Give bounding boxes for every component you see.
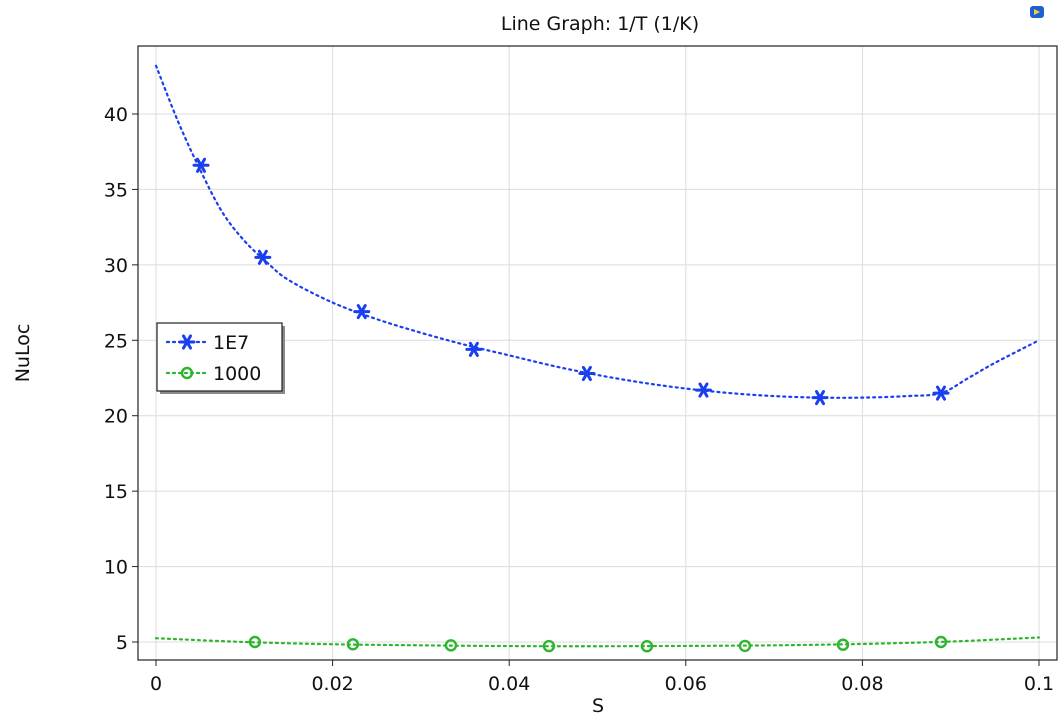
data-point-1000-1 bbox=[346, 638, 360, 651]
y-tick-label-5: 30 bbox=[104, 255, 128, 277]
y-tick-label-0: 5 bbox=[116, 632, 128, 654]
y-tick-label-3: 20 bbox=[104, 406, 128, 428]
y-tick-label-2: 15 bbox=[104, 481, 128, 503]
series-line-1000 bbox=[154, 636, 1041, 648]
series-1E7 bbox=[154, 64, 1041, 406]
data-point-1000-4 bbox=[640, 640, 654, 653]
x-axis-label: S bbox=[592, 695, 604, 717]
x-axis-ticks: 0 0.02 0.04 0.06 0.08 0.1 bbox=[150, 660, 1054, 695]
plot-background bbox=[138, 46, 1057, 660]
icon-glyph bbox=[1034, 9, 1040, 15]
plot-frame bbox=[137, 45, 1058, 661]
x-tick-label-3: 0.06 bbox=[665, 673, 707, 695]
y-tick-label-4: 25 bbox=[104, 330, 128, 352]
x-tick-label-5: 0.1 bbox=[1024, 673, 1054, 695]
legend-marker-1E7 bbox=[178, 334, 196, 350]
grid-lines bbox=[138, 46, 1057, 660]
legend: 1E7 1000 bbox=[156, 322, 285, 394]
y-axis-ticks: 5 10 15 20 25 30 35 40 bbox=[104, 104, 138, 654]
data-point-1000-7 bbox=[934, 635, 948, 649]
comsol-plot-icon[interactable] bbox=[1030, 6, 1044, 18]
data-point-1000-2 bbox=[444, 639, 458, 652]
y-tick-label-6: 35 bbox=[104, 179, 128, 201]
data-point-1E7-2 bbox=[353, 304, 371, 320]
legend-label-1E7: 1E7 bbox=[213, 332, 249, 354]
data-point-1000-5 bbox=[738, 639, 752, 653]
legend-box bbox=[156, 322, 283, 392]
legend-entry-1E7: 1E7 bbox=[165, 332, 249, 354]
x-tick-label-1: 0.02 bbox=[311, 673, 353, 695]
series-layer bbox=[154, 64, 1041, 653]
data-point-1E7-3 bbox=[465, 341, 483, 357]
chart-title: Line Graph: 1/T (1/K) bbox=[501, 13, 699, 35]
data-point-1E7-0 bbox=[192, 157, 210, 173]
data-point-1E7-1 bbox=[254, 249, 272, 265]
series-line-1E7 bbox=[154, 64, 1041, 399]
y-tick-label-1: 10 bbox=[104, 557, 128, 579]
x-tick-label-4: 0.08 bbox=[841, 673, 883, 695]
data-point-1E7-4 bbox=[578, 365, 596, 382]
legend-entry-1000: 1000 bbox=[165, 363, 261, 385]
legend-marker-1000 bbox=[180, 366, 194, 380]
y-tick-label-7: 40 bbox=[104, 104, 128, 126]
legend-label-1000: 1000 bbox=[213, 363, 261, 385]
data-point-1000-6 bbox=[836, 638, 850, 651]
x-tick-label-2: 0.04 bbox=[488, 673, 530, 695]
data-point-1E7-5 bbox=[694, 382, 712, 398]
series-1000 bbox=[154, 635, 1041, 653]
data-point-1E7-6 bbox=[811, 390, 829, 406]
plot-area bbox=[137, 45, 1058, 661]
x-tick-label-0: 0 bbox=[150, 673, 162, 695]
data-point-1000-0 bbox=[248, 635, 262, 649]
data-point-1000-3 bbox=[542, 639, 556, 653]
data-point-1E7-7 bbox=[932, 385, 950, 401]
y-axis-label: NuLoc bbox=[12, 324, 34, 383]
